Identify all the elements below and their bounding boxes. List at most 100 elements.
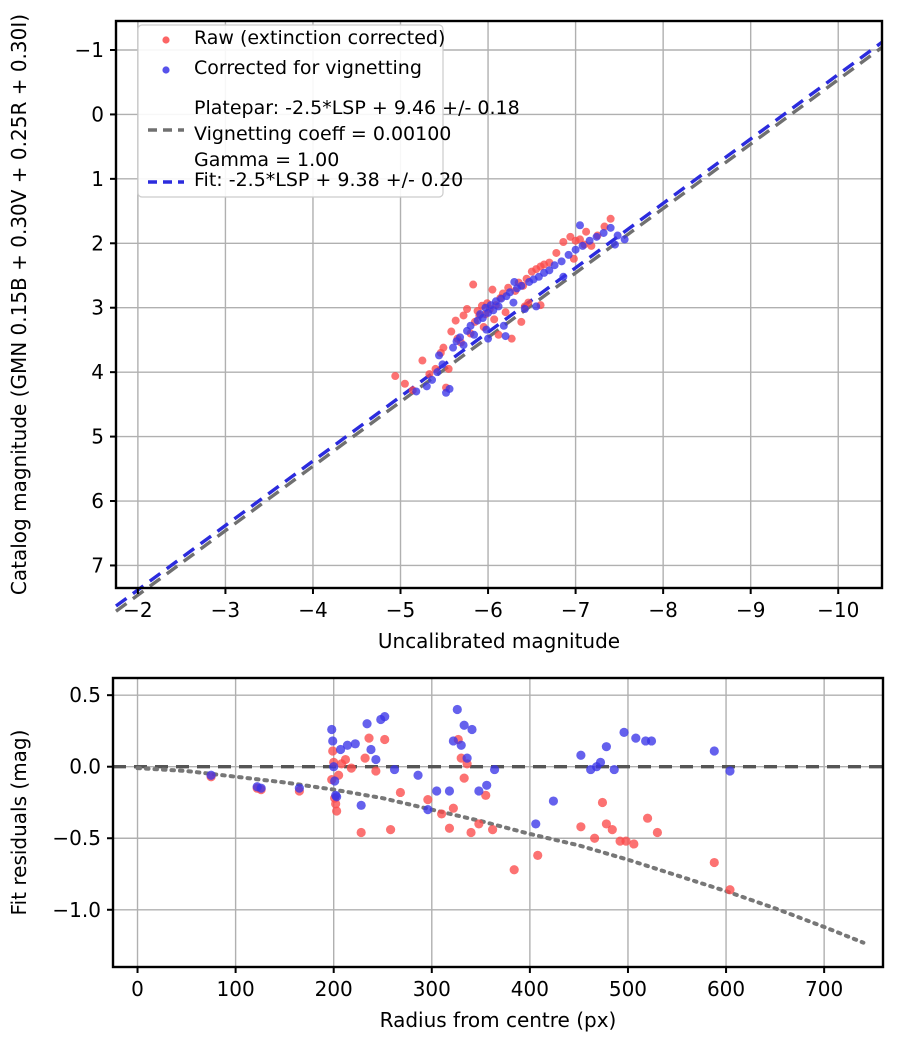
y-tick-label: 0.0	[69, 755, 101, 779]
data-point	[619, 727, 629, 737]
data-point	[595, 757, 606, 768]
data-point	[428, 375, 437, 384]
x-tick-label: −8	[648, 598, 677, 622]
data-point	[412, 387, 421, 396]
data-point	[621, 836, 631, 846]
legend: Raw (extinction corrected) Corrected for …	[137, 24, 520, 198]
y-tick-label: 7	[91, 553, 104, 577]
data-point	[481, 790, 491, 800]
y-tick-label: 6	[91, 489, 104, 513]
data-point	[328, 736, 338, 746]
data-point	[725, 766, 735, 776]
axes-frame	[111, 676, 885, 969]
data-point	[346, 763, 356, 773]
data-point	[400, 379, 409, 388]
x-tick-label: −6	[473, 598, 502, 622]
data-point	[709, 857, 719, 868]
data-point	[435, 351, 444, 360]
data-point	[552, 248, 561, 257]
data-point	[364, 733, 374, 743]
x-tick-label: 0	[131, 977, 144, 1001]
data-point	[610, 240, 619, 249]
data-point	[466, 321, 475, 330]
data-point	[550, 261, 559, 270]
data-point	[631, 733, 641, 743]
axes-frame	[114, 19, 884, 590]
data-point	[559, 272, 568, 281]
data-point	[517, 281, 526, 290]
data-point	[600, 222, 609, 231]
data-point	[395, 787, 406, 798]
data-point	[494, 302, 503, 311]
data-point	[582, 227, 591, 236]
x-tick-label: −5	[386, 598, 415, 622]
data-point	[331, 799, 341, 809]
data-point	[444, 786, 455, 796]
data-point	[328, 746, 338, 756]
data-point	[482, 780, 492, 790]
bottom-plot-y-axis-label: Fit residuals (mag)	[7, 730, 31, 916]
x-tick-label: 200	[315, 977, 353, 1001]
data-point	[531, 819, 541, 829]
data-point	[474, 819, 484, 829]
data-point	[575, 221, 584, 230]
data-point	[501, 308, 510, 317]
data-point	[709, 746, 719, 756]
data-point	[452, 704, 462, 715]
data-point	[438, 360, 447, 369]
data-point	[606, 214, 615, 223]
x-axis-label: Uncalibrated magnitude	[378, 629, 620, 653]
trend-line-platepar	[114, 46, 884, 613]
x-tick-label: 400	[511, 977, 549, 1001]
data-point	[444, 364, 453, 373]
data-point	[488, 285, 497, 294]
data-point	[360, 753, 370, 763]
data-point	[366, 744, 376, 755]
data-point	[601, 742, 611, 752]
data-point	[489, 764, 500, 775]
data-point	[571, 245, 580, 254]
data-point	[445, 384, 454, 393]
data-point	[356, 800, 366, 810]
data-point	[585, 236, 594, 245]
data-point	[578, 241, 587, 250]
data-point	[559, 238, 568, 247]
x-tick-label: 100	[217, 977, 255, 1001]
data-point	[597, 797, 608, 808]
data-point	[459, 773, 469, 783]
x-tick-label: 300	[413, 977, 451, 1001]
data-point	[576, 750, 586, 760]
data-point	[332, 792, 342, 802]
x-axis-label: Radius from centre (px)	[380, 1008, 617, 1032]
data-point	[423, 805, 433, 815]
data-point	[356, 827, 366, 838]
data-point	[350, 739, 360, 749]
data-point	[601, 819, 611, 829]
data-point	[507, 334, 516, 343]
data-point	[389, 764, 400, 775]
data-point	[629, 839, 639, 849]
data-point	[449, 343, 458, 352]
data-point	[609, 764, 619, 775]
data-point	[545, 266, 554, 275]
data-point	[385, 825, 396, 835]
data-point	[646, 736, 657, 746]
data-point	[510, 277, 519, 286]
data-point	[652, 827, 662, 838]
data-point	[423, 795, 433, 805]
data-point	[642, 813, 653, 823]
trend-line-fit	[114, 40, 884, 608]
data-point	[613, 231, 622, 240]
data-point	[520, 305, 529, 314]
x-tick-label: 600	[707, 977, 745, 1001]
x-tick-label: −7	[561, 598, 590, 622]
data-point	[490, 315, 499, 324]
data-point	[620, 235, 629, 244]
scatter-series	[391, 214, 615, 395]
data-point	[564, 250, 573, 259]
data-point	[380, 734, 390, 745]
y-tick-label: −0.5	[52, 826, 101, 850]
x-tick-label: −3	[211, 598, 240, 622]
data-point	[488, 825, 498, 835]
x-tick-label: −9	[736, 598, 765, 622]
